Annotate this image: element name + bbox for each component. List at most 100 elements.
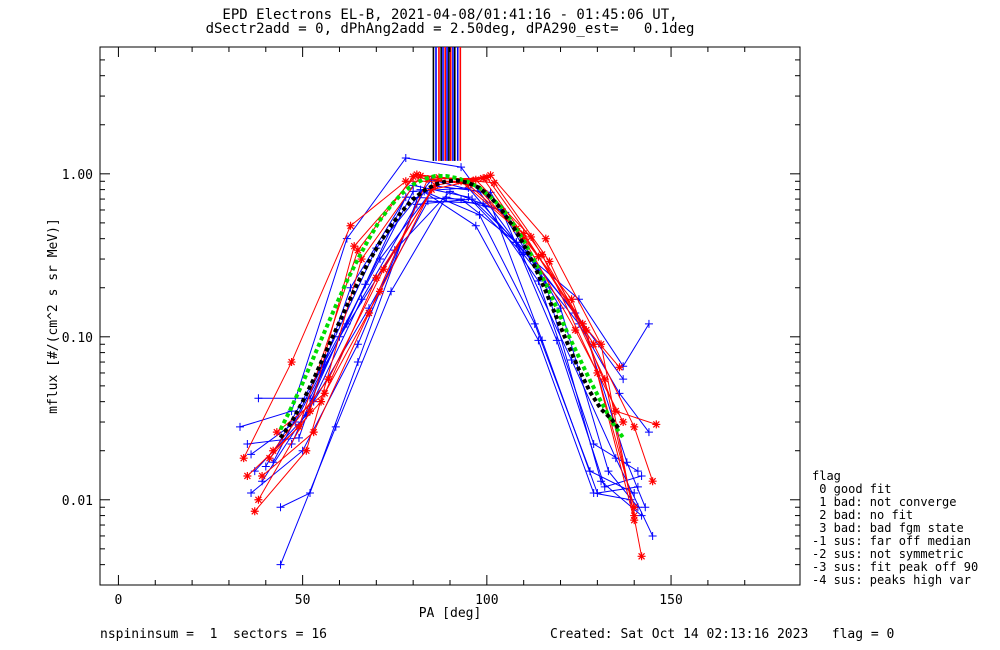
series-point	[353, 246, 362, 255]
series-point	[630, 503, 639, 512]
series-point	[552, 336, 561, 345]
legend-item: 3 bad: bad fgm state	[812, 521, 964, 535]
legend-item: -2 sus: not symmetric	[812, 547, 964, 561]
series-point	[571, 326, 580, 335]
series-point	[530, 319, 539, 328]
series-point	[387, 287, 396, 296]
series-point	[615, 363, 624, 372]
y-axis-label: mflux [#/(cm^2 s sr MeV)]	[46, 218, 61, 414]
series-point	[475, 210, 484, 219]
series-point	[446, 187, 454, 196]
series-point	[431, 181, 440, 190]
series-point	[416, 171, 425, 180]
series-point	[250, 507, 259, 516]
series-point	[519, 229, 528, 238]
chart-title: EPD Electrons EL-B, 2021-04-08/01:41:16 …	[222, 7, 678, 23]
legend-item: -1 sus: far off median	[812, 534, 971, 548]
series-point	[309, 428, 318, 437]
series-line	[247, 176, 620, 477]
series-point	[261, 462, 270, 471]
series-point	[254, 394, 263, 403]
series-point	[512, 238, 521, 247]
black-fit-curve	[278, 178, 622, 439]
y-tick-label: 0.10	[62, 331, 93, 346]
series-point	[317, 397, 326, 406]
series-line	[261, 177, 654, 482]
series-point	[254, 495, 263, 504]
series-point	[427, 185, 436, 194]
legend-item: 1 bad: not converge	[812, 495, 957, 509]
series-point	[644, 319, 653, 328]
chart-subtitle: dSectr2add = 0, dPhAng2add = 2.50deg, dP…	[205, 21, 695, 37]
series-point	[236, 422, 244, 431]
series-point	[641, 503, 650, 512]
series-point	[490, 178, 499, 187]
series-point	[357, 255, 366, 264]
flag-legend: flag 0 good fit 1 bad: not converge 2 ba…	[812, 470, 978, 587]
legend-item: -4 sus: peaks high var	[812, 573, 971, 587]
series-point	[379, 265, 388, 274]
series-point	[401, 154, 410, 163]
series-point	[412, 170, 421, 179]
series-point	[350, 242, 359, 251]
series-point	[353, 358, 362, 367]
series-point	[376, 287, 384, 296]
series-point	[353, 340, 362, 349]
series-point	[648, 477, 657, 486]
series-point	[239, 454, 248, 463]
series-point	[457, 163, 466, 172]
series-point	[527, 232, 536, 241]
x-tick-label: 50	[295, 593, 311, 608]
series-point	[597, 477, 606, 486]
series-point	[619, 375, 628, 384]
fit-curves	[278, 173, 625, 439]
series-point	[372, 273, 381, 282]
series-point	[538, 250, 547, 259]
series-point	[486, 171, 495, 180]
series-point	[247, 489, 256, 498]
x-tick-label: 0	[115, 593, 123, 608]
series-point	[269, 446, 278, 455]
series-point	[302, 446, 311, 455]
series-point	[464, 180, 473, 189]
series-point	[258, 471, 267, 480]
series-point	[604, 467, 613, 476]
series-point	[567, 295, 576, 304]
green-fit-curve	[278, 173, 625, 439]
series-point	[265, 454, 274, 463]
series-point	[324, 375, 333, 384]
series-point	[320, 389, 329, 398]
series-point	[243, 439, 252, 448]
legend-item: 0 good fit	[812, 482, 892, 496]
series-point	[276, 503, 285, 512]
x-axis-label: PA [deg]	[419, 606, 482, 621]
series-point	[648, 531, 657, 540]
series-point	[294, 433, 303, 442]
series-point	[586, 467, 594, 476]
series-point	[468, 177, 477, 186]
series-point	[611, 407, 620, 416]
series-point	[644, 428, 653, 437]
series-point	[364, 308, 373, 317]
series-point	[630, 422, 639, 431]
series-point	[306, 407, 314, 416]
series-point	[276, 560, 285, 569]
series-point	[600, 375, 609, 384]
series-point	[401, 177, 410, 186]
legend-title: flag	[812, 469, 841, 483]
series-point	[589, 340, 598, 349]
series-point	[637, 552, 646, 561]
series-line	[272, 185, 642, 516]
series-line	[280, 188, 631, 508]
series-point	[589, 489, 598, 498]
legend-item: -3 sus: fit peak off 90	[812, 560, 979, 574]
series-point	[541, 234, 550, 243]
series-point	[442, 193, 451, 202]
series-point	[582, 326, 591, 335]
series-point	[243, 471, 252, 480]
series-point	[652, 420, 661, 429]
data-series	[236, 154, 661, 569]
peak-lines	[432, 47, 462, 161]
series-point	[331, 422, 340, 431]
